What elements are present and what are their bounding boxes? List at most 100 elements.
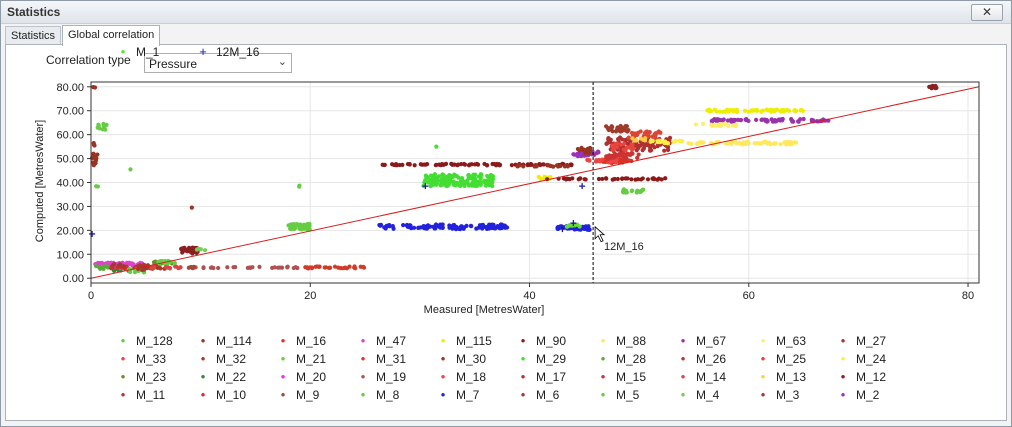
data-point [570, 220, 577, 227]
data-point [534, 164, 539, 169]
data-point [671, 140, 676, 145]
data-point [445, 183, 450, 188]
legend-marker: • [600, 333, 606, 348]
legend-label: M_24 [856, 352, 887, 366]
tab-statistics[interactable]: Statistics [5, 26, 62, 45]
legend-marker: • [840, 351, 846, 366]
data-point [478, 176, 483, 181]
data-point [231, 265, 236, 270]
data-point [620, 176, 625, 181]
data-point [95, 184, 100, 189]
series-M_13 [630, 136, 648, 143]
data-point [93, 263, 99, 269]
correlation-chart[interactable]: 0.00 10.00 20.00 30.00 40.00 50.00 60.00 70.00 8… [6, 45, 1006, 420]
data-point [774, 118, 779, 124]
legend-item: • M_23 [116, 370, 166, 384]
legend-label: M_25 [776, 352, 807, 366]
data-point [431, 224, 436, 229]
data-point [447, 179, 453, 184]
series-M_14 [149, 264, 182, 271]
legend-label: M_18 [456, 370, 487, 384]
legend-label: M_19 [376, 370, 407, 384]
legend-label: M_88 [616, 334, 647, 348]
data-point [483, 183, 489, 188]
data-point [412, 163, 417, 168]
data-point [124, 260, 130, 266]
data-point [461, 161, 467, 167]
legend-item: • M_33 [116, 352, 166, 366]
data-point [172, 260, 177, 265]
x-tick-label: 40 [523, 290, 535, 302]
data-point [189, 205, 194, 210]
legend-item: • M_5 [596, 388, 640, 402]
data-point [485, 173, 490, 179]
data-point [434, 182, 439, 187]
legend-item: • M_114 [196, 334, 252, 348]
legend-marker: • [360, 333, 366, 348]
data-point [336, 265, 341, 270]
legend-label: M_28 [616, 352, 647, 366]
legend-marker: • [440, 351, 446, 366]
series-M_21 [620, 187, 646, 195]
title-bar[interactable]: Statistics ✕ [1, 1, 1011, 24]
window-title: Statistics [7, 5, 61, 19]
legend-marker: • [680, 333, 686, 348]
data-point [729, 140, 735, 145]
series-M_2 [571, 151, 584, 159]
series-M_28 [93, 263, 110, 271]
data-point [787, 108, 792, 113]
legend-marker: • [600, 369, 606, 384]
data-point [663, 176, 668, 181]
data-point [298, 222, 303, 227]
legend-label: M_10 [216, 388, 247, 402]
data-point [164, 265, 169, 270]
tab-global-correlation[interactable]: Global correlation [62, 25, 161, 46]
legend-item: • M_21 [276, 352, 326, 366]
legend-label: 12M_16 [216, 45, 260, 59]
data-point [742, 108, 748, 113]
data-point [216, 265, 221, 271]
legend-label: M_67 [696, 334, 727, 348]
y-tick-label: 70.00 [56, 106, 84, 118]
legend-item: • M_7 [436, 388, 480, 402]
data-point [756, 140, 761, 146]
legend-marker: • [200, 387, 206, 402]
data-point [694, 141, 700, 147]
data-point [667, 137, 672, 143]
data-point [93, 157, 98, 162]
close-button[interactable]: ✕ [971, 4, 1003, 21]
data-point [352, 265, 357, 270]
data-point [469, 224, 474, 229]
data-point [558, 163, 563, 169]
data-point [586, 224, 591, 229]
data-point [627, 145, 632, 150]
legend-item: • M_2 [836, 388, 880, 402]
data-point [752, 141, 757, 146]
legend-marker: • [120, 44, 126, 59]
data-point [378, 223, 383, 228]
data-point [734, 141, 739, 146]
data-point [614, 152, 619, 158]
data-point [422, 183, 429, 190]
data-point [404, 222, 410, 228]
x-tick-label: 60 [743, 290, 755, 302]
data-point [562, 164, 567, 169]
legend-marker: • [840, 369, 846, 384]
data-point [492, 226, 497, 231]
data-point [400, 162, 405, 167]
data-point [615, 176, 620, 182]
legend-item: • M_25 [756, 352, 806, 366]
y-tick-label: 20.00 [56, 225, 84, 237]
legend-marker: • [520, 369, 526, 384]
data-point [456, 175, 461, 180]
data-point [128, 167, 133, 172]
data-point [735, 117, 741, 122]
data-point [104, 264, 110, 269]
legend-marker: • [840, 333, 846, 348]
legend-item: +12M_16 [196, 45, 259, 59]
data-point [753, 117, 759, 122]
correlation-type-select[interactable]: Pressure ⌄ [144, 53, 292, 73]
data-point [721, 117, 726, 122]
data-point [603, 176, 609, 181]
data-point [554, 163, 559, 168]
